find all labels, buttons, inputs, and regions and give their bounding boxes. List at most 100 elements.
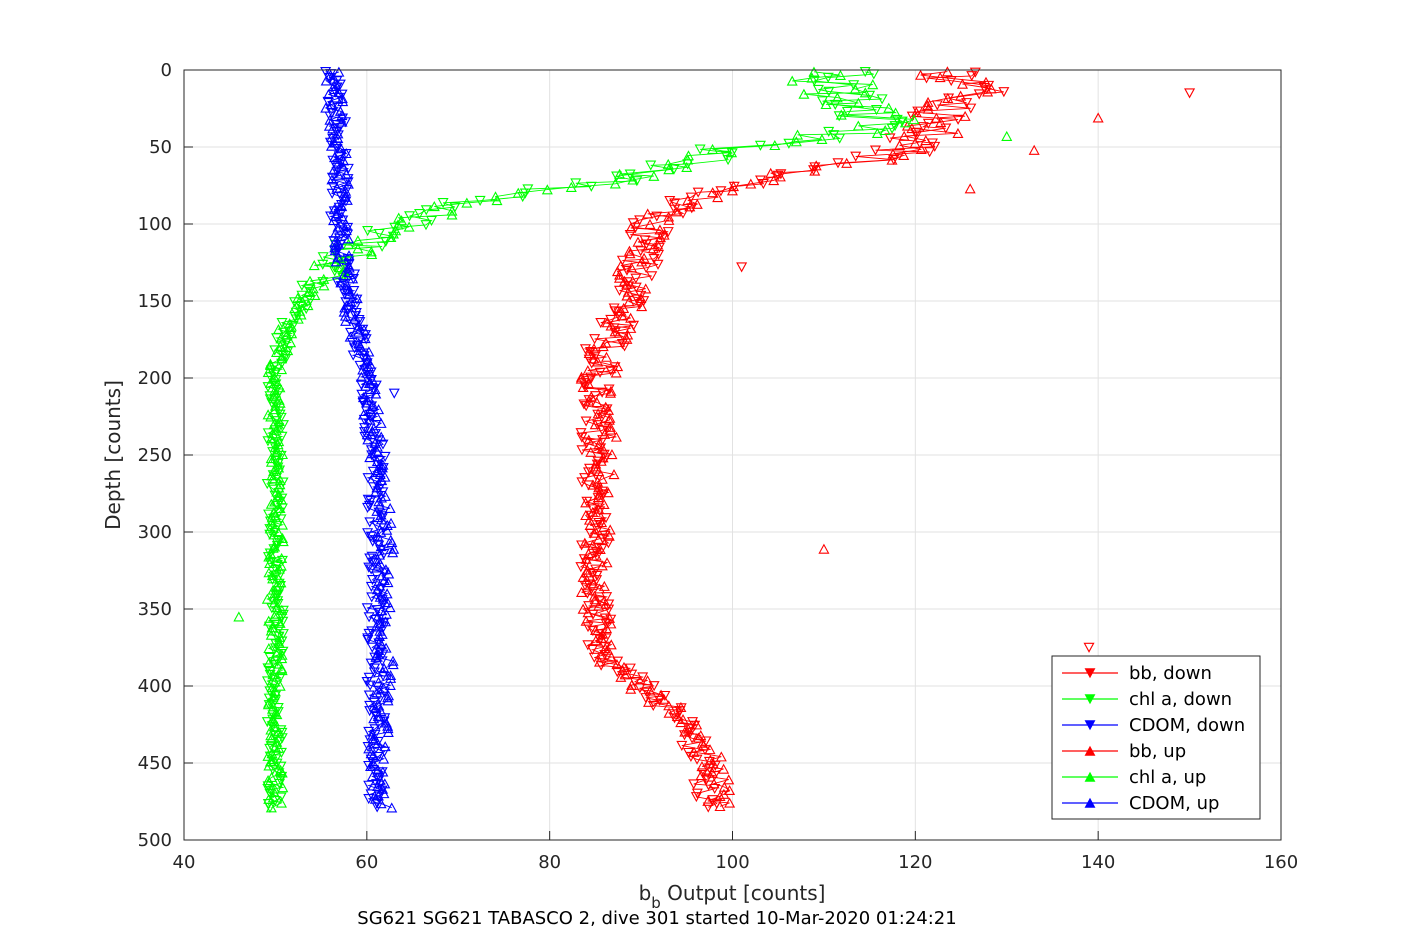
data-point bbox=[275, 577, 287, 588]
data-point bbox=[294, 305, 306, 316]
data-point bbox=[324, 114, 336, 125]
legend-label: bb, down bbox=[1129, 663, 1212, 684]
data-point bbox=[262, 436, 274, 447]
outlier-point bbox=[388, 388, 400, 399]
data-point bbox=[973, 89, 985, 100]
data-point bbox=[605, 651, 617, 662]
data-point bbox=[340, 315, 352, 326]
data-point bbox=[583, 434, 595, 445]
data-point bbox=[261, 593, 273, 604]
data-point bbox=[332, 207, 344, 219]
data-point bbox=[605, 320, 617, 331]
data-point bbox=[366, 575, 379, 586]
data-point bbox=[273, 394, 285, 405]
data-point bbox=[583, 395, 595, 406]
data-point bbox=[317, 252, 329, 263]
data-point bbox=[596, 649, 608, 660]
data-point bbox=[596, 560, 608, 571]
data-point bbox=[263, 793, 275, 804]
data-point bbox=[841, 106, 853, 117]
data-point bbox=[378, 788, 390, 799]
y-tick-label: 350 bbox=[138, 599, 172, 620]
data-point bbox=[373, 644, 385, 655]
data-point bbox=[370, 743, 382, 754]
data-point bbox=[625, 322, 637, 333]
data-point bbox=[668, 713, 681, 724]
data-point bbox=[396, 215, 408, 226]
outlier-point bbox=[1001, 130, 1013, 141]
data-point bbox=[276, 665, 288, 676]
data-point bbox=[282, 345, 294, 356]
data-point bbox=[362, 528, 374, 539]
data-point bbox=[363, 562, 375, 573]
data-point bbox=[446, 205, 458, 216]
data-point bbox=[364, 680, 376, 691]
data-point bbox=[647, 243, 659, 254]
data-point bbox=[726, 147, 738, 158]
data-point bbox=[852, 97, 864, 108]
data-point bbox=[320, 66, 332, 78]
data-point bbox=[264, 788, 276, 800]
data-point bbox=[663, 164, 675, 175]
data-point bbox=[368, 713, 380, 724]
data-point bbox=[369, 429, 382, 440]
data-point bbox=[886, 154, 898, 165]
data-point bbox=[265, 724, 277, 735]
data-point bbox=[688, 779, 700, 790]
data-point bbox=[266, 682, 278, 693]
data-point bbox=[581, 574, 593, 585]
data-point bbox=[376, 462, 388, 473]
data-point bbox=[267, 542, 279, 553]
data-point bbox=[331, 76, 343, 87]
data-point bbox=[707, 758, 719, 769]
data-point bbox=[274, 672, 286, 683]
data-point bbox=[343, 267, 355, 278]
data-point bbox=[377, 666, 389, 677]
legend-label: CDOM, up bbox=[1129, 793, 1219, 814]
data-point bbox=[274, 502, 286, 514]
data-point bbox=[334, 262, 346, 273]
data-point bbox=[757, 179, 769, 190]
data-point bbox=[320, 102, 332, 113]
data-point bbox=[365, 531, 377, 542]
data-point bbox=[366, 551, 378, 562]
data-point bbox=[631, 294, 643, 305]
data-point bbox=[848, 80, 860, 91]
data-point bbox=[378, 682, 390, 693]
data-point bbox=[376, 241, 388, 252]
data-point bbox=[602, 538, 614, 549]
data-point bbox=[276, 351, 288, 362]
data-point bbox=[641, 687, 653, 698]
data-point bbox=[611, 659, 623, 670]
data-point bbox=[587, 578, 599, 589]
data-point bbox=[336, 110, 348, 121]
data-point bbox=[575, 562, 587, 573]
data-point bbox=[584, 463, 596, 474]
data-point bbox=[274, 680, 286, 691]
data-point bbox=[708, 778, 720, 789]
data-point bbox=[369, 702, 381, 714]
data-point bbox=[403, 221, 415, 232]
data-point bbox=[704, 744, 716, 755]
data-point bbox=[286, 328, 298, 339]
data-point bbox=[679, 726, 691, 737]
data-point bbox=[575, 371, 588, 382]
data-point bbox=[332, 132, 344, 144]
data-point bbox=[353, 320, 365, 331]
data-point bbox=[263, 760, 275, 771]
data-point bbox=[654, 232, 667, 243]
data-point bbox=[268, 390, 280, 401]
data-point bbox=[330, 256, 342, 267]
data-point bbox=[621, 333, 633, 344]
data-point bbox=[277, 536, 289, 547]
data-point bbox=[590, 635, 602, 646]
data-point bbox=[267, 792, 279, 803]
outlier-point bbox=[736, 262, 748, 273]
data-point bbox=[375, 514, 387, 525]
data-point bbox=[623, 281, 635, 292]
data-point bbox=[332, 128, 344, 139]
data-point bbox=[642, 208, 654, 219]
data-point bbox=[340, 225, 352, 236]
data-point bbox=[589, 419, 601, 430]
